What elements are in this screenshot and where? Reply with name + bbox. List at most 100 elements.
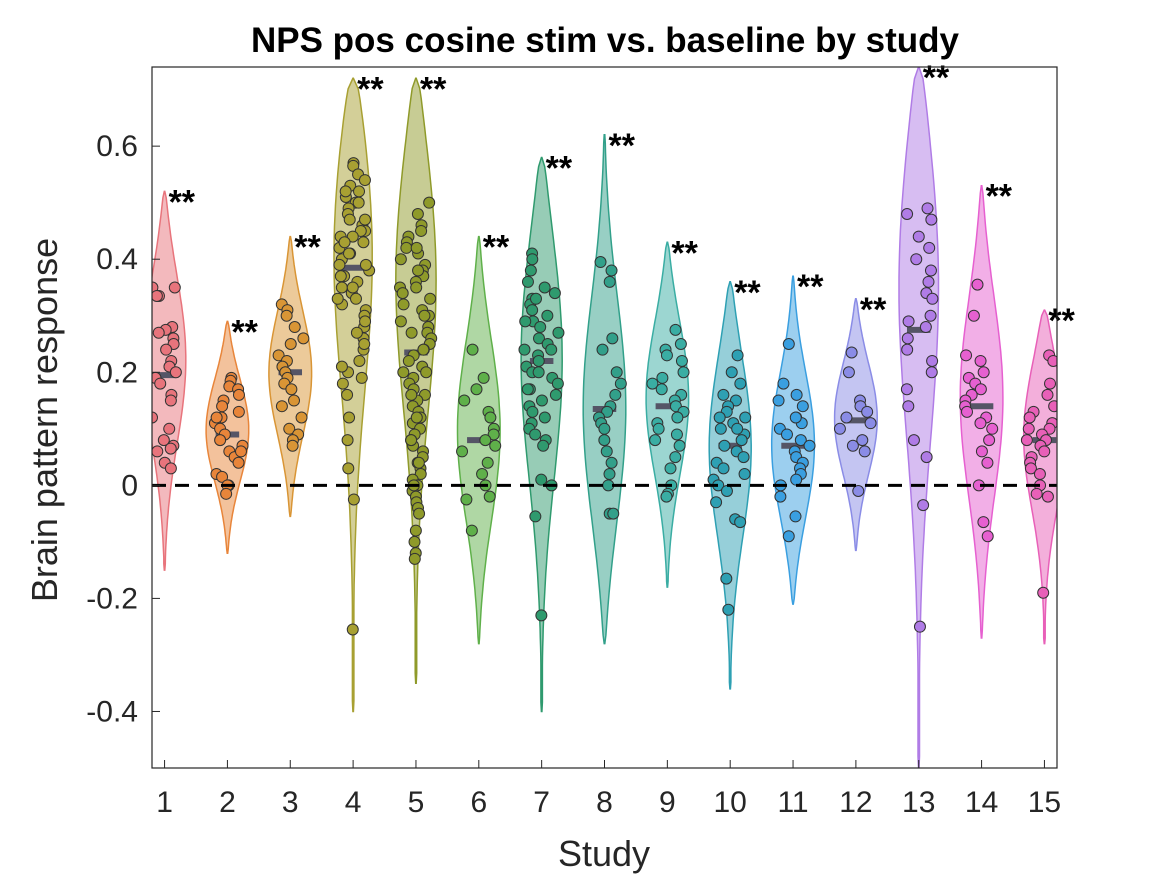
data-point-6 — [466, 343, 479, 356]
violin-13 — [898, 67, 940, 768]
data-point-8 — [603, 468, 616, 481]
data-point-1 — [152, 289, 163, 302]
data-point-1 — [157, 434, 170, 447]
data-point-13 — [917, 499, 930, 512]
data-point-5 — [394, 253, 407, 266]
data-point-7 — [541, 309, 554, 322]
data-point-5 — [418, 309, 431, 322]
data-point-5 — [410, 281, 423, 294]
data-point-11 — [789, 510, 802, 523]
significance-8: ** — [609, 127, 636, 165]
data-point-7 — [552, 326, 565, 339]
data-point-15 — [1041, 490, 1054, 503]
data-point-15 — [1022, 422, 1035, 435]
data-point-13 — [926, 354, 939, 367]
data-point-6 — [470, 383, 483, 396]
data-point-12 — [861, 405, 874, 418]
data-point-6 — [460, 493, 473, 506]
data-point-12 — [864, 417, 877, 430]
plot-clipped-group — [152, 67, 1057, 768]
x-tick-label: 5 — [408, 786, 425, 819]
x-tick-label: 3 — [282, 786, 299, 819]
y-tick-label: 0 — [121, 469, 138, 502]
significance-1: ** — [169, 183, 196, 221]
data-point-8 — [609, 388, 622, 401]
y-tick-label: 0.4 — [96, 243, 138, 276]
plot-area: ** 1 ** 2 ** 3 ** 4 ** 5 ** 6 ** 7 ** 8 ** 9 ** 10 ** 11 ** 12 *… — [86, 59, 1075, 819]
data-point-3 — [288, 394, 301, 407]
data-point-2 — [232, 456, 245, 469]
data-point-6 — [479, 434, 492, 447]
data-point-7 — [519, 315, 532, 328]
data-point-15 — [1030, 487, 1043, 500]
data-point-4 — [346, 230, 359, 243]
data-point-4 — [347, 493, 360, 506]
significance-4: ** — [357, 70, 384, 108]
data-point-2 — [216, 470, 229, 483]
data-point-10 — [720, 484, 733, 497]
data-point-8 — [607, 507, 620, 520]
data-point-2 — [216, 400, 229, 413]
data-point-4 — [353, 185, 366, 198]
data-point-7 — [538, 411, 551, 424]
data-point-10 — [718, 439, 731, 452]
y-tick-label: 0.6 — [96, 130, 138, 163]
data-point-9 — [655, 383, 668, 396]
y-tick-label: -0.4 — [86, 695, 138, 728]
data-point-13 — [901, 207, 914, 220]
violin-14 — [959, 184, 1004, 639]
data-point-13 — [923, 241, 936, 254]
data-point-7 — [532, 354, 545, 367]
data-point-7 — [534, 321, 547, 334]
data-point-3 — [283, 422, 296, 435]
data-point-6 — [487, 428, 500, 441]
data-point-1 — [152, 445, 164, 458]
data-point-14 — [981, 456, 994, 469]
data-point-12 — [846, 439, 859, 452]
data-point-11 — [774, 490, 787, 503]
data-point-4 — [341, 388, 354, 401]
x-tick-label: 1 — [156, 786, 173, 819]
data-point-5 — [412, 456, 425, 469]
data-point-13 — [920, 451, 933, 464]
data-point-4 — [350, 326, 363, 339]
data-point-5 — [394, 315, 407, 328]
data-point-8 — [594, 256, 607, 269]
data-point-12 — [856, 434, 869, 447]
data-point-10 — [734, 377, 747, 390]
data-point-6 — [477, 371, 490, 384]
data-point-5 — [396, 287, 409, 300]
data-point-9 — [669, 323, 682, 336]
x-tick-label: 14 — [965, 786, 998, 819]
data-point-10 — [710, 496, 723, 509]
data-point-9 — [670, 428, 683, 441]
violin-12 — [833, 298, 878, 552]
data-point-4 — [336, 377, 349, 390]
x-tick-label: 11 — [777, 786, 808, 819]
data-point-5 — [397, 366, 410, 379]
data-point-4 — [357, 236, 370, 249]
data-point-10 — [731, 349, 744, 362]
data-point-14 — [967, 309, 980, 322]
data-point-14 — [974, 383, 987, 396]
data-point-4 — [358, 174, 371, 187]
significance-5: ** — [420, 70, 447, 108]
data-point-5 — [405, 326, 418, 339]
data-point-7 — [524, 264, 537, 277]
data-point-14 — [975, 445, 988, 458]
data-point-3 — [295, 411, 308, 424]
data-point-5 — [411, 207, 424, 220]
data-point-10 — [714, 422, 727, 435]
significance-10: ** — [734, 274, 761, 312]
data-point-8 — [603, 275, 616, 288]
data-point-9 — [649, 434, 662, 447]
data-point-13 — [910, 253, 923, 266]
data-point-14 — [960, 349, 973, 362]
data-point-8 — [600, 445, 613, 458]
data-point-13 — [925, 366, 938, 379]
data-point-7 — [521, 383, 534, 396]
data-point-4 — [335, 360, 348, 373]
data-point-4 — [341, 434, 354, 447]
data-point-4 — [353, 354, 366, 367]
data-point-10 — [734, 516, 747, 529]
